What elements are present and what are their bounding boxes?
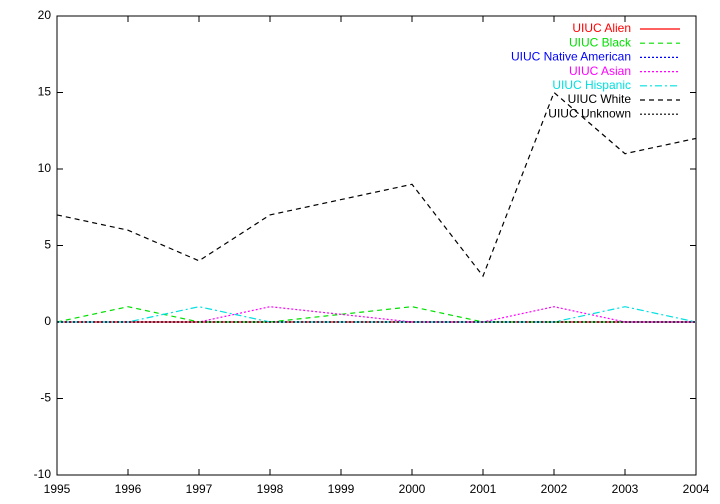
legend-label: UIUC Black bbox=[569, 35, 632, 49]
series-line bbox=[57, 306, 697, 323]
series-line bbox=[56, 91, 697, 278]
y-tick-label: 5 bbox=[44, 238, 51, 252]
x-tick-label: 1996 bbox=[115, 482, 142, 496]
legend-label: UIUC Hispanic bbox=[552, 78, 631, 92]
x-tick-label: 1999 bbox=[328, 482, 355, 496]
x-tick-label: 2001 bbox=[470, 482, 497, 496]
y-tick-label: 15 bbox=[38, 85, 52, 99]
y-tick-label: -10 bbox=[34, 467, 52, 481]
y-tick-label: -5 bbox=[40, 391, 51, 405]
x-tick-label: 1997 bbox=[186, 482, 213, 496]
x-tick-label: 2003 bbox=[612, 482, 639, 496]
x-tick-label: 1995 bbox=[44, 482, 71, 496]
y-tick-label: 20 bbox=[38, 8, 52, 22]
legend-label: UIUC White bbox=[568, 92, 632, 106]
legend-label: UIUC Asian bbox=[569, 64, 631, 78]
x-tick-label: 2000 bbox=[399, 482, 426, 496]
x-tick-label: 2004 bbox=[683, 482, 710, 496]
y-tick-label: 0 bbox=[44, 314, 51, 328]
x-tick-label: 1998 bbox=[257, 482, 284, 496]
series-line bbox=[57, 306, 696, 323]
legend-label: UIUC Alien bbox=[572, 21, 631, 35]
legend-label: UIUC Native American bbox=[511, 50, 631, 64]
legend-label: UIUC Unknown bbox=[548, 106, 631, 120]
y-tick-label: 10 bbox=[38, 161, 52, 175]
series-line bbox=[56, 306, 696, 323]
x-tick-label: 2002 bbox=[541, 482, 568, 496]
